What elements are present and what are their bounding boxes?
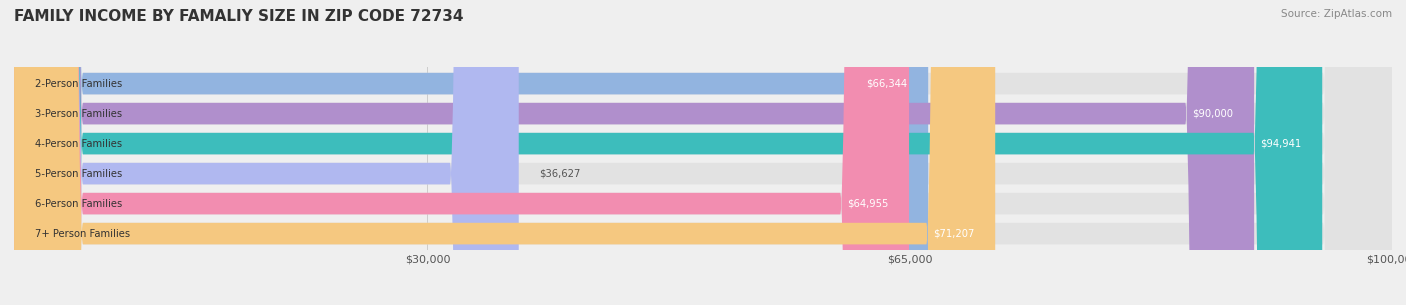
Text: 7+ Person Families: 7+ Person Families — [35, 229, 129, 239]
Text: 5-Person Families: 5-Person Families — [35, 169, 122, 179]
Text: FAMILY INCOME BY FAMALIY SIZE IN ZIP CODE 72734: FAMILY INCOME BY FAMALIY SIZE IN ZIP COD… — [14, 9, 464, 24]
Text: $66,344: $66,344 — [866, 79, 907, 88]
Text: $90,000: $90,000 — [1192, 109, 1233, 119]
FancyBboxPatch shape — [14, 0, 1392, 305]
Text: 4-Person Families: 4-Person Families — [35, 138, 122, 149]
FancyBboxPatch shape — [14, 0, 1322, 305]
Text: $64,955: $64,955 — [846, 199, 889, 209]
FancyBboxPatch shape — [14, 0, 1392, 305]
Text: Source: ZipAtlas.com: Source: ZipAtlas.com — [1281, 9, 1392, 19]
Text: $94,941: $94,941 — [1260, 138, 1302, 149]
FancyBboxPatch shape — [14, 0, 928, 305]
FancyBboxPatch shape — [14, 0, 1392, 305]
FancyBboxPatch shape — [14, 0, 910, 305]
Text: 3-Person Families: 3-Person Families — [35, 109, 122, 119]
FancyBboxPatch shape — [14, 0, 519, 305]
FancyBboxPatch shape — [14, 0, 1392, 305]
FancyBboxPatch shape — [14, 0, 995, 305]
FancyBboxPatch shape — [14, 0, 1392, 305]
Text: $36,627: $36,627 — [540, 169, 581, 179]
FancyBboxPatch shape — [14, 0, 1254, 305]
FancyBboxPatch shape — [14, 0, 1392, 305]
Text: 2-Person Families: 2-Person Families — [35, 79, 122, 88]
Text: 6-Person Families: 6-Person Families — [35, 199, 122, 209]
Text: $71,207: $71,207 — [934, 229, 974, 239]
